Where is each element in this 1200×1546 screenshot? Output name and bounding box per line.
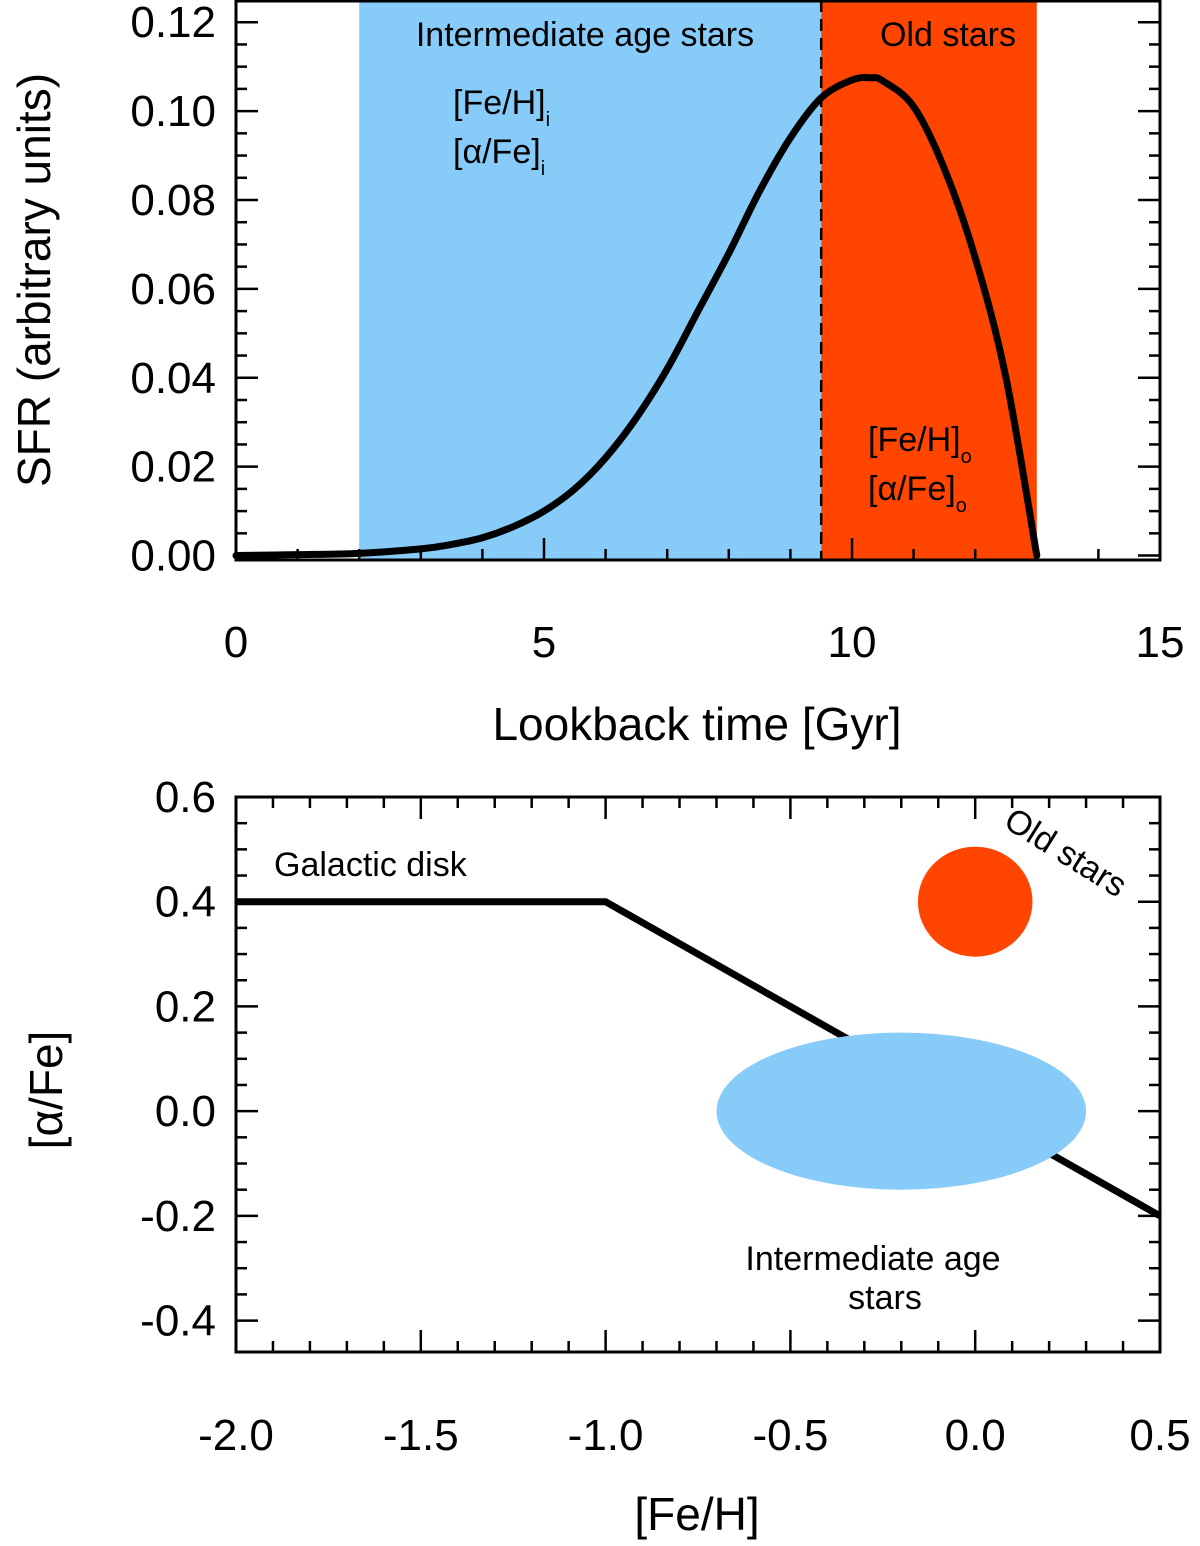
intermediate-age-region-label: Intermediate age stars [416, 16, 754, 54]
x-tick-label: -2.0 [198, 1411, 274, 1460]
intermediate-age-stars-label-line1: Intermediate age [745, 1240, 1000, 1278]
x-tick-label: -1.5 [383, 1411, 459, 1460]
sfr-y-tick-labels: 0.00 0.02 0.04 0.06 0.08 0.10 0.12 [130, 0, 216, 581]
y-tick-label: 0.4 [155, 878, 216, 927]
y-tick-label: 0.00 [130, 532, 216, 581]
abundance-y-tick-labels: -0.4 -0.2 0.0 0.2 0.4 0.6 [140, 773, 216, 1346]
abundance-x-axis-title: [Fe/H] [634, 1488, 759, 1540]
galactic-disk-label: Galactic disk [274, 846, 468, 884]
y-tick-label: 0.0 [155, 1087, 216, 1136]
y-tick-label: 0.04 [130, 354, 216, 403]
y-tick-label: -0.2 [140, 1192, 216, 1241]
y-tick-label: -0.4 [140, 1297, 216, 1346]
x-tick-label: -1.0 [568, 1411, 644, 1460]
intermediate-age-region [359, 0, 822, 560]
sfr-plot-frame [234, 0, 1162, 562]
old-stars-blob [917, 846, 1033, 957]
sfr-panel: Intermediate age stars Old stars [Fe/H]i… [8, 0, 1184, 750]
x-tick-label: -0.5 [752, 1411, 828, 1460]
feh-old-annotation: [Fe/H]o [868, 421, 972, 468]
sfr-curve [232, 74, 1041, 560]
abundance-x-tick-labels: -2.0 -1.5 -1.0 -0.5 0.0 0.5 [198, 1411, 1191, 1460]
alphafe-intermediate-annotation: [α/Fe]i [453, 133, 545, 180]
y-tick-label: 0.02 [130, 443, 216, 492]
abundance-panel: Galactic disk Old stars Intermediate age… [20, 773, 1191, 1540]
sfr-y-axis-title: SFR (arbitrary units) [8, 73, 60, 487]
intermediate-age-blob [716, 1032, 1087, 1190]
abundance-y-axis-title: [α/Fe] [20, 1031, 72, 1150]
x-tick-label: 0.5 [1129, 1411, 1190, 1460]
old-stars-region-label: Old stars [880, 16, 1016, 54]
x-tick-label: 10 [828, 618, 877, 667]
x-tick-label: 0 [224, 618, 248, 667]
y-tick-label: 0.10 [130, 87, 216, 136]
intermediate-age-stars-label-line2: stars [848, 1279, 922, 1317]
abundance-plot-frame [234, 795, 1162, 1354]
y-tick-label: 0.06 [130, 265, 216, 314]
y-tick-label: 0.2 [155, 982, 216, 1031]
alphafe-old-annotation: [α/Fe]o [868, 470, 967, 517]
old-stars-region [821, 0, 1037, 560]
x-tick-label: 5 [532, 618, 556, 667]
sfr-x-axis-title: Lookback time [Gyr] [492, 698, 901, 750]
y-tick-label: 0.12 [130, 0, 216, 47]
x-tick-label: 15 [1136, 618, 1185, 667]
feh-intermediate-annotation: [Fe/H]i [453, 84, 550, 131]
y-tick-label: 0.6 [155, 773, 216, 822]
y-tick-label: 0.08 [130, 176, 216, 225]
sfr-x-tick-labels: 0 5 10 15 [224, 618, 1185, 667]
x-tick-label: 0.0 [945, 1411, 1006, 1460]
